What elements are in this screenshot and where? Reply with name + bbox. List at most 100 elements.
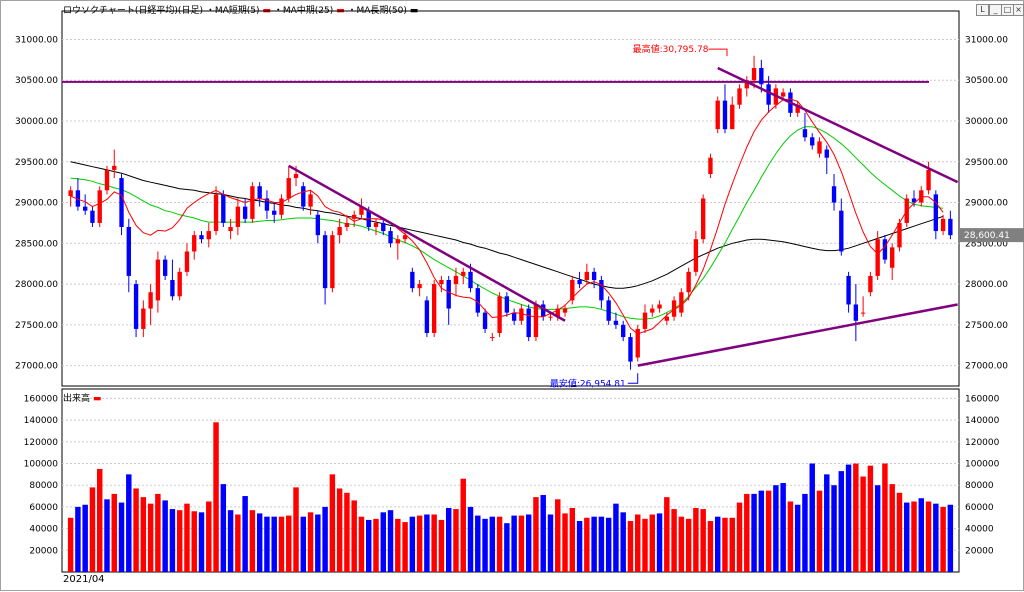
volume-bar xyxy=(482,518,488,572)
candle-body xyxy=(431,284,437,333)
volume-bar xyxy=(365,519,372,572)
volume-bar xyxy=(824,474,830,572)
volume-bar xyxy=(395,518,401,572)
volume-bar xyxy=(118,502,125,572)
volume-bar xyxy=(758,490,765,572)
candle-body xyxy=(228,227,233,232)
volume-bar xyxy=(649,514,656,572)
price-tick-label-left: 28000.00 xyxy=(15,280,58,290)
volume-bar xyxy=(751,493,757,572)
candle-body xyxy=(751,68,757,81)
candle-body xyxy=(555,308,560,317)
volume-bar xyxy=(496,516,503,572)
candle-body xyxy=(650,308,655,313)
candle-body xyxy=(817,141,822,154)
candle-body xyxy=(679,292,684,313)
volume-bar xyxy=(67,517,74,572)
volume-bar xyxy=(765,490,772,572)
volume-bar xyxy=(867,465,874,572)
candle-body xyxy=(860,312,866,314)
candle-body xyxy=(453,275,459,285)
volume-bar xyxy=(293,487,299,572)
volume-bar xyxy=(576,521,583,572)
price-panel-frame xyxy=(61,10,960,387)
candle-body xyxy=(250,186,255,219)
volume-bar xyxy=(722,517,728,572)
candle-body xyxy=(395,239,400,244)
candle-body xyxy=(410,271,415,289)
volume-bar xyxy=(89,487,96,572)
volume-bar xyxy=(525,514,532,572)
high-annotation: 最高値:30,795.78 xyxy=(633,43,709,55)
volume-bar xyxy=(147,503,154,572)
volume-tick-label-right: 40000 xyxy=(965,525,994,535)
volume-bar xyxy=(874,485,881,572)
lock-button[interactable]: L xyxy=(976,4,989,16)
volume-bar xyxy=(918,498,925,572)
candle-body xyxy=(119,178,124,227)
volume-bar xyxy=(613,503,619,572)
candle-body xyxy=(75,190,81,207)
candle-body xyxy=(853,304,859,321)
trendline-1 xyxy=(717,66,959,184)
volume-bar xyxy=(82,504,88,572)
volume-bar xyxy=(198,512,205,572)
price-tick-label-right: 31000.00 xyxy=(965,35,1008,45)
candle-body xyxy=(911,198,917,203)
candle-body xyxy=(541,304,546,317)
volume-bar xyxy=(685,518,692,572)
candle-body xyxy=(591,271,597,280)
volume-bar xyxy=(264,516,270,572)
candle-body xyxy=(533,304,539,338)
volume-bar xyxy=(351,500,357,572)
price-tick-label-right: 28500.00 xyxy=(965,239,1008,249)
candle-body xyxy=(948,218,953,236)
candle-body xyxy=(482,312,488,329)
candle-body xyxy=(293,174,299,179)
volume-tick-label-left: 140000 xyxy=(24,416,59,426)
volume-bar xyxy=(126,474,132,572)
candle-body xyxy=(359,206,364,215)
volume-bar xyxy=(162,500,168,572)
candle-body xyxy=(511,312,517,321)
candle-body xyxy=(352,214,357,219)
candle-body xyxy=(635,328,640,358)
volume-bar xyxy=(860,476,866,572)
price-tick-label-right: 27500.00 xyxy=(965,321,1008,331)
volume-bar xyxy=(707,521,714,572)
candle-body xyxy=(126,227,131,276)
candle-body xyxy=(373,222,379,227)
candle-body xyxy=(642,312,648,329)
candle-body xyxy=(810,137,815,146)
candle-body xyxy=(141,308,146,329)
candle-body xyxy=(613,320,619,325)
candle-body xyxy=(868,275,873,293)
volume-bar xyxy=(315,514,321,572)
volume-bar xyxy=(307,512,314,572)
volume-bar xyxy=(75,506,81,572)
candle-body xyxy=(708,157,713,174)
candle-body xyxy=(795,104,800,113)
candle-body xyxy=(315,214,321,236)
volume-bar xyxy=(584,517,590,572)
volume-bar xyxy=(133,488,139,572)
candle-body xyxy=(279,198,284,215)
volume-bar xyxy=(664,497,670,572)
candle-body xyxy=(257,186,262,199)
price-tick-label-left: 29000.00 xyxy=(15,199,58,209)
volume-bar xyxy=(627,521,634,572)
last-price-tag xyxy=(960,228,1024,243)
price-tick-label-left: 29500.00 xyxy=(15,158,58,168)
candle-body xyxy=(926,169,931,191)
price-tick-label-right: 29500.00 xyxy=(965,158,1008,168)
candle-body xyxy=(148,292,153,309)
candle-body xyxy=(170,280,175,297)
volume-bar xyxy=(176,510,183,572)
volume-bar xyxy=(155,493,161,572)
candle-body xyxy=(599,280,604,301)
volume-bar xyxy=(555,499,561,572)
volume-bar xyxy=(96,468,103,572)
ma-short-line xyxy=(70,98,944,335)
candle-body xyxy=(780,92,786,97)
candle-body xyxy=(940,218,946,232)
